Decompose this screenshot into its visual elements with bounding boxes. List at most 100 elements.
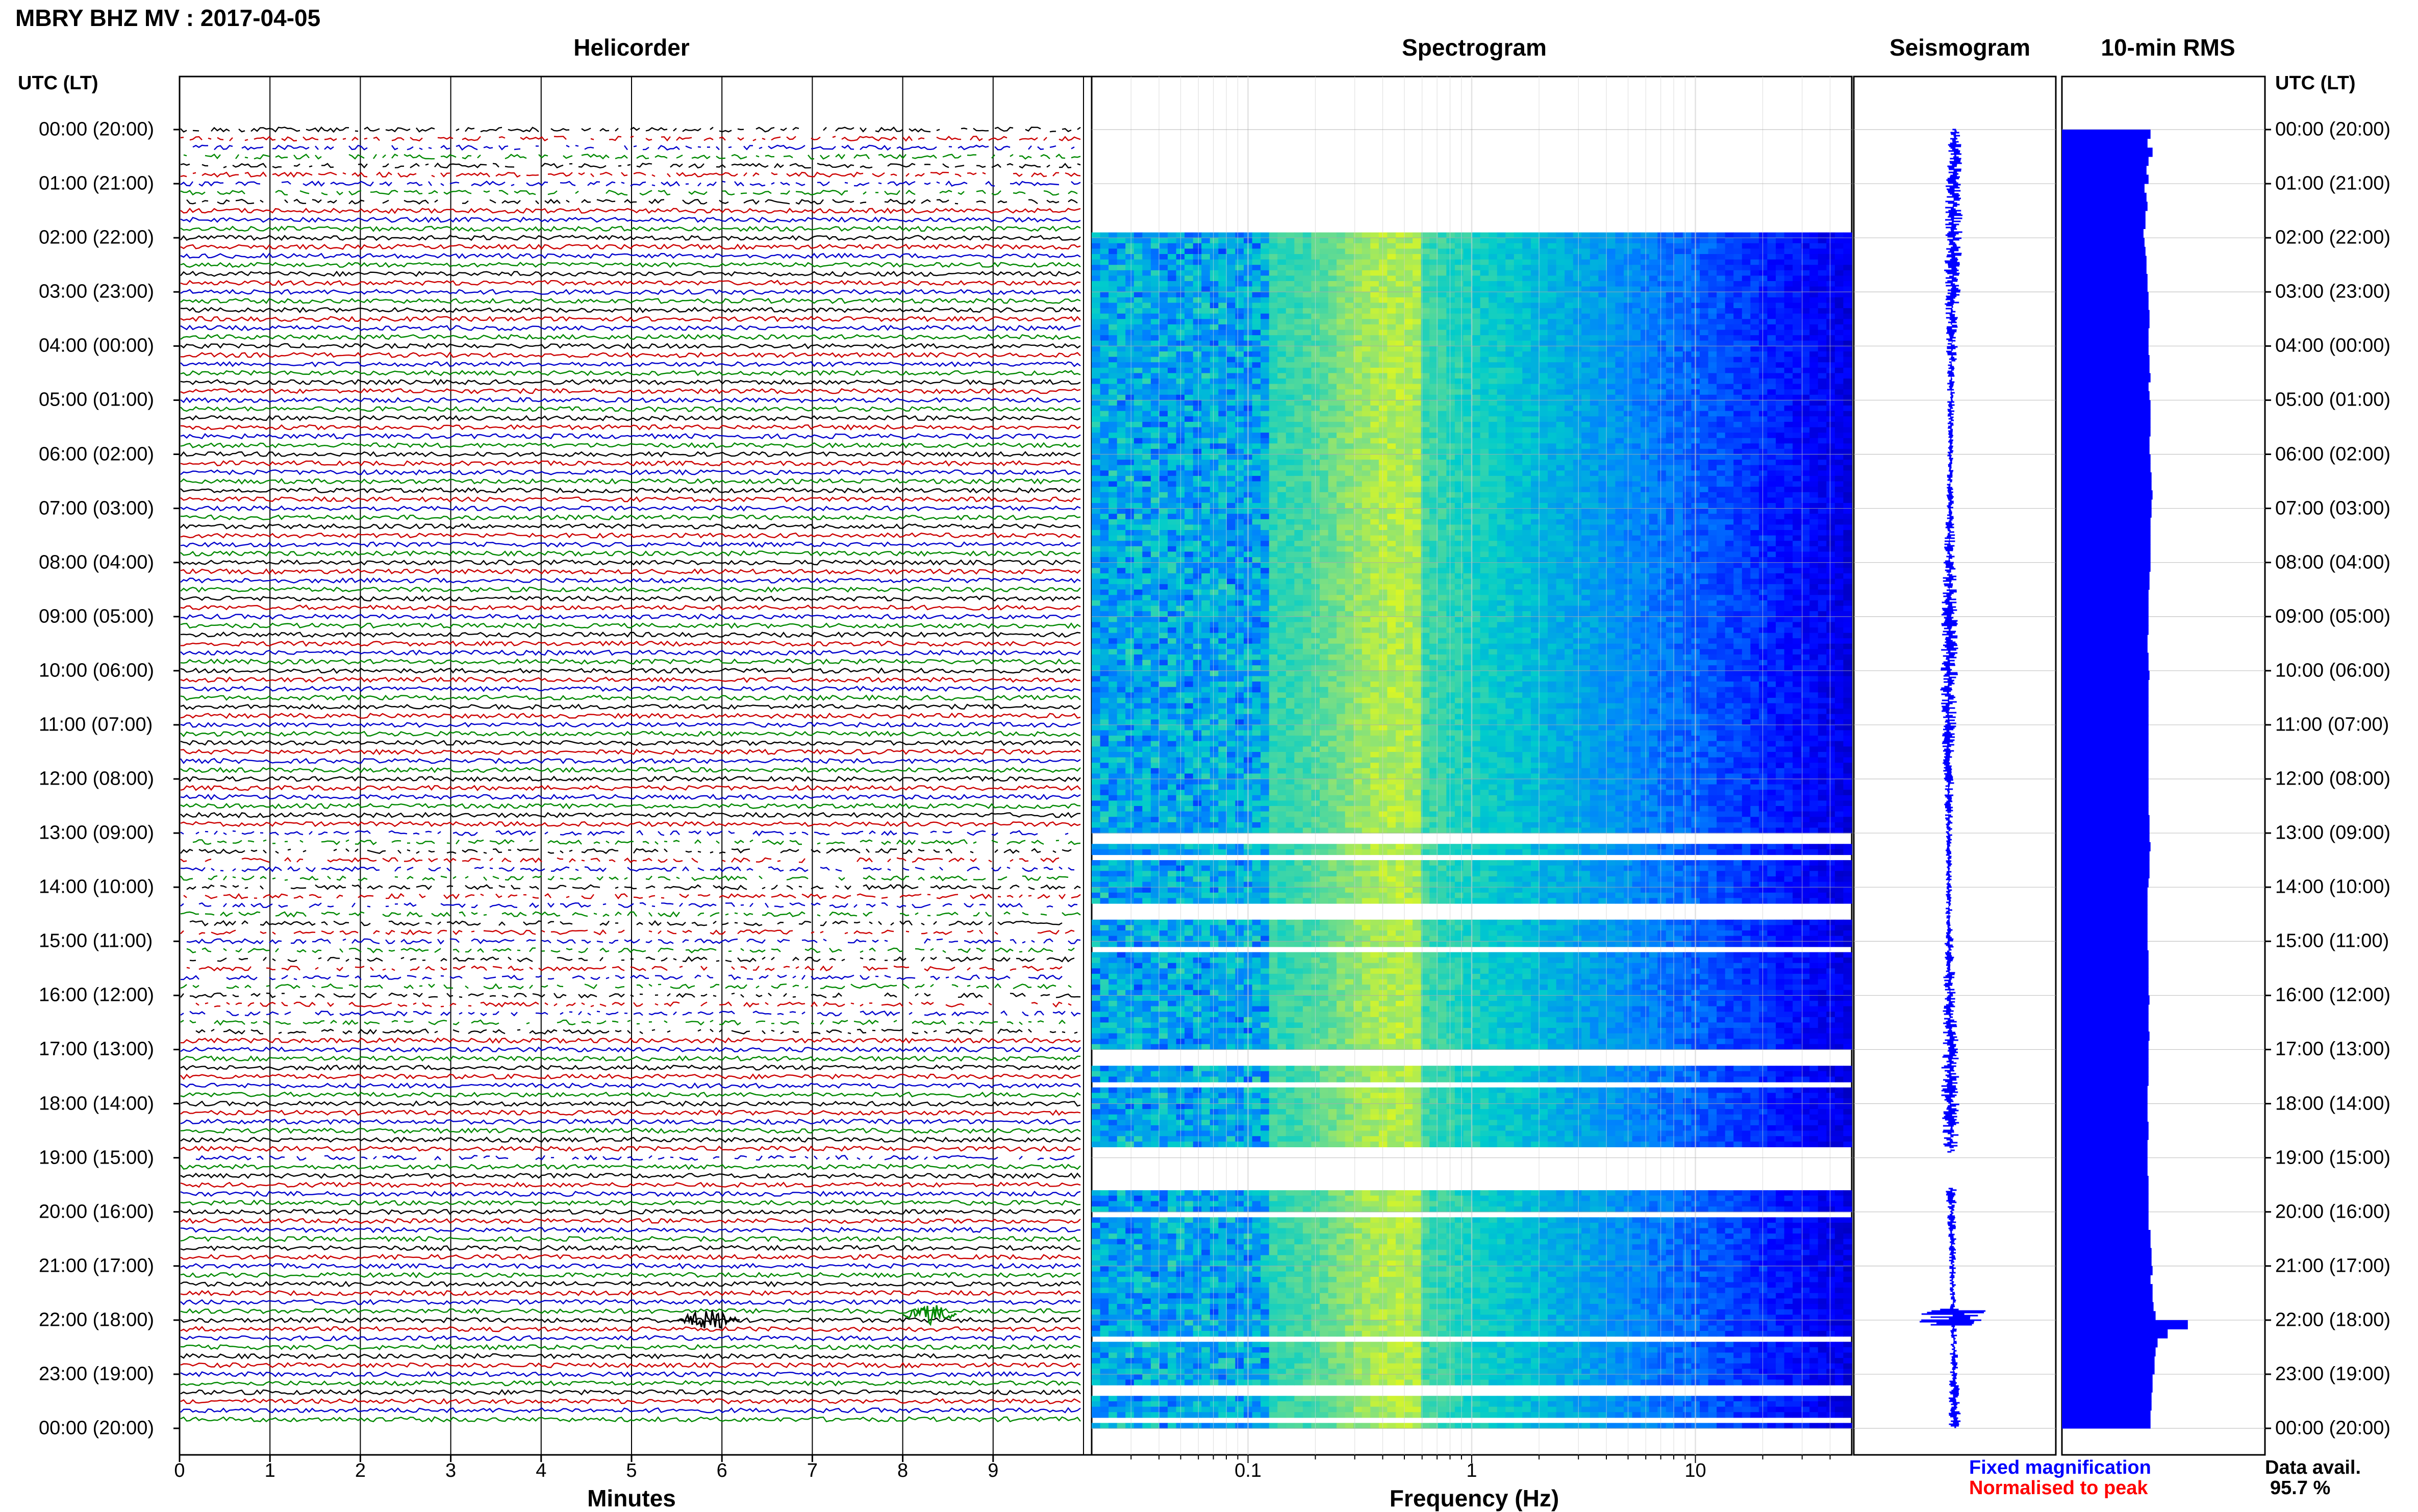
spectrogram-cell <box>1480 243 1489 249</box>
spectrogram-cell <box>1109 341 1117 346</box>
helicorder-trace <box>181 822 1080 826</box>
spectrogram-cell <box>1750 287 1759 292</box>
spectrogram-cell <box>1337 292 1345 297</box>
spectrogram-cell <box>1539 275 1548 281</box>
spectrogram-cell <box>1396 254 1404 260</box>
spectrogram-cell <box>1480 260 1489 265</box>
spectrogram-cell <box>1615 265 1624 270</box>
spectrogram-cell <box>1607 297 1616 303</box>
helicorder-trace <box>181 182 1080 186</box>
spectrogram-cell <box>1303 238 1312 243</box>
spectrogram-cell <box>1109 346 1117 351</box>
spectrogram-cell <box>1776 270 1784 276</box>
spectrogram-cell <box>1573 292 1582 297</box>
spectrogram-cell <box>1303 265 1312 270</box>
spectrogram-cell <box>1252 319 1261 324</box>
spectrogram-cell <box>1784 303 1793 309</box>
spectrogram-cell <box>1809 265 1818 270</box>
spectrogram-cell <box>1100 248 1109 254</box>
spectrogram-cell <box>1328 297 1337 303</box>
spectrogram-cell <box>1252 297 1261 303</box>
spectrogram-cell <box>1455 319 1464 324</box>
spectrogram-cell <box>1294 233 1303 238</box>
spectrogram-cell <box>1134 341 1143 346</box>
spectrogram-cell <box>1455 303 1464 309</box>
spectrogram-cell <box>1674 254 1683 260</box>
spectrogram-cell <box>1320 281 1328 287</box>
spectrogram-cell <box>1092 265 1100 270</box>
spectrogram-cell <box>1303 243 1312 249</box>
spectrogram-cell <box>1337 270 1345 276</box>
spectrogram-cell <box>1725 265 1734 270</box>
spectrogram-cell <box>1100 297 1109 303</box>
spectrogram-cell <box>1742 260 1751 265</box>
helicorder-trace <box>181 606 1080 610</box>
spectrogram-cell <box>1193 287 1202 292</box>
spectrogram-cell <box>1269 319 1278 324</box>
spectrogram-cell <box>1320 335 1328 341</box>
spectrogram-cell <box>1185 260 1193 265</box>
spectrogram-cell <box>1125 287 1134 292</box>
spectrogram-cell <box>1303 281 1312 287</box>
helicorder-trace <box>181 308 1080 312</box>
spectrogram-cell <box>1818 330 1827 336</box>
spectrogram-cell <box>1607 248 1616 254</box>
spectrogram-cell <box>1455 260 1464 265</box>
spectrogram-cell <box>1185 287 1193 292</box>
spectrogram-cell <box>1793 341 1801 346</box>
spectrogram-cell <box>1776 287 1784 292</box>
spectrogram-cell <box>1480 292 1489 297</box>
spectrogram-cell <box>1328 233 1337 238</box>
spectrogram-cell <box>1261 303 1269 309</box>
spectrogram-cell <box>1134 243 1143 249</box>
spectrogram-cell <box>1489 260 1497 265</box>
spectrogram-cell <box>1674 248 1683 254</box>
spectrogram-cell <box>1472 324 1480 330</box>
helicorder-trace <box>181 236 1080 240</box>
spectrogram-cell <box>1125 270 1134 276</box>
spectrogram-cell <box>1632 248 1641 254</box>
spectrogram-cell <box>1142 324 1151 330</box>
spectrogram-cell <box>1615 341 1624 346</box>
spectrogram-cell <box>1413 330 1421 336</box>
spectrogram-cell <box>1463 335 1472 341</box>
spectrogram-cell <box>1252 308 1261 314</box>
spectrogram-cell <box>1818 233 1827 238</box>
spectrogram-cell <box>1142 270 1151 276</box>
spectrogram-cell <box>1539 238 1548 243</box>
spectrogram-cell <box>1413 319 1421 324</box>
spectrogram-cell <box>1581 330 1590 336</box>
spectrogram-cell <box>1463 292 1472 297</box>
spectrogram-cell <box>1370 303 1379 309</box>
spectrogram-cell <box>1784 335 1793 341</box>
spectrogram-cell <box>1607 233 1616 238</box>
spectrogram-cell <box>1835 292 1844 297</box>
spectrogram-cell <box>1370 238 1379 243</box>
spectrogram-cell <box>1472 319 1480 324</box>
spectrogram-cell <box>1641 238 1649 243</box>
spectrogram-cell <box>1117 248 1126 254</box>
spectrogram-cell <box>1522 324 1531 330</box>
spectrogram-cell <box>1590 260 1599 265</box>
spectrogram-cell <box>1201 341 1210 346</box>
spectrogram-cell <box>1657 341 1666 346</box>
spectrogram-cell <box>1590 248 1599 254</box>
spectrogram-cell <box>1446 275 1455 281</box>
spectrogram-cell <box>1438 265 1447 270</box>
spectrogram-cell <box>1767 254 1776 260</box>
spectrogram-cell <box>1497 287 1506 292</box>
spectrogram-cell <box>1269 287 1278 292</box>
spectrogram-cell <box>1700 270 1708 276</box>
spectrogram-cell <box>1480 308 1489 314</box>
spectrogram-cell <box>1185 238 1193 243</box>
spectrogram-cell <box>1134 254 1143 260</box>
spectrogram-cell <box>1337 319 1345 324</box>
spectrogram-cell <box>1835 287 1844 292</box>
helicorder-trace <box>181 128 1080 132</box>
spectrogram-cell <box>1463 248 1472 254</box>
spectrogram-cell <box>1793 270 1801 276</box>
spectrogram-cell <box>1168 275 1176 281</box>
spectrogram-cell <box>1277 292 1286 297</box>
spectrogram-cell <box>1522 292 1531 297</box>
spectrogram-cell <box>1404 281 1413 287</box>
